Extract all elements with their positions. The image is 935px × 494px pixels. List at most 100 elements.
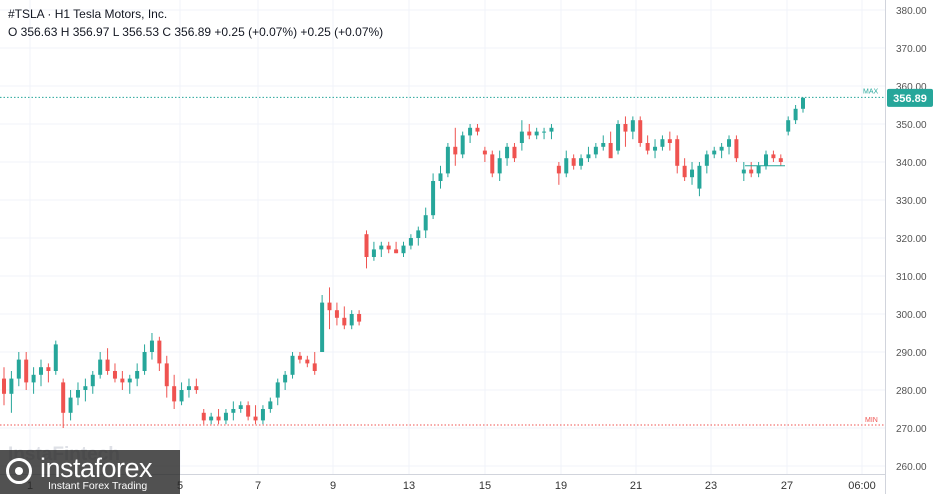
chart-grid	[0, 0, 885, 474]
candle-body	[586, 154, 591, 159]
watermark-brand: instaforex	[40, 453, 153, 483]
candle-body	[490, 154, 495, 174]
candle-body	[68, 397, 73, 413]
candle-body	[482, 150, 487, 155]
candle-body	[9, 378, 14, 394]
candle-body	[46, 367, 51, 371]
price-axis: 260.00 270.00 280.00 290.00 300.00 310.00 320.…	[885, 0, 935, 494]
candle-body	[61, 382, 66, 413]
candle-body	[556, 165, 561, 174]
candle-body	[519, 131, 524, 143]
candle-body	[16, 359, 21, 379]
instaforex-logo-icon	[6, 458, 32, 484]
price-tick-label: 360.00	[896, 82, 927, 93]
candle-body	[371, 249, 376, 257]
candle-body	[630, 120, 635, 132]
max-label: MAX	[863, 88, 879, 95]
candle-body	[512, 146, 517, 159]
time-tick-label: 06:00	[848, 480, 876, 492]
ohlc-readout: O 356.63 H 356.97 L 356.53 C 356.89 +0.2…	[8, 25, 384, 39]
candle-body	[164, 363, 169, 387]
candle-body	[53, 344, 58, 371]
candle-body	[704, 154, 709, 166]
time-tick-label: 21	[630, 480, 642, 492]
candle-body	[645, 143, 650, 151]
candle-body	[327, 302, 332, 311]
price-tick-label: 310.00	[896, 272, 927, 283]
candle-body	[734, 139, 739, 159]
candle-body	[127, 378, 132, 383]
candle-body	[386, 245, 391, 250]
candle-body	[320, 302, 325, 352]
time-tick-label: 23	[705, 480, 717, 492]
price-tick-label: 330.00	[896, 196, 927, 207]
candle-body	[135, 371, 140, 379]
candle-body	[756, 165, 761, 174]
price-tick-label: 280.00	[896, 386, 927, 397]
time-tick-label: 13	[403, 480, 415, 492]
candle-body	[364, 234, 369, 257]
candle-body	[727, 139, 732, 147]
price-tick-label: 380.00	[896, 6, 927, 17]
candle-body	[786, 120, 791, 132]
watermark-tagline: Instant Forex Trading	[48, 480, 148, 492]
candle-body	[186, 386, 191, 390]
candle-body	[31, 374, 36, 383]
symbol-title: #TSLA · H1 Tesla Motors, Inc.	[8, 7, 168, 21]
candle-body	[305, 359, 310, 364]
candle-body	[749, 169, 754, 174]
candle-body	[142, 352, 147, 371]
candle-body	[608, 143, 613, 159]
time-tick-label: 5	[177, 480, 183, 492]
candle-body	[675, 139, 680, 166]
candle-body	[75, 390, 80, 398]
time-tick-label: 9	[330, 480, 336, 492]
candle-body	[149, 340, 154, 352]
candle-body	[394, 249, 399, 254]
candle-body	[349, 314, 354, 326]
candle-body	[379, 245, 384, 250]
candle-body	[2, 378, 6, 394]
last-price-label: 356.89	[893, 93, 927, 105]
candle-body	[438, 173, 443, 181]
candle-body	[260, 409, 265, 421]
price-tick-label: 300.00	[896, 310, 927, 321]
candle-body	[90, 374, 95, 387]
candle-body	[527, 131, 532, 136]
candle-body	[593, 146, 598, 155]
candle-body	[542, 131, 547, 133]
candle-body	[120, 378, 125, 383]
candle-body	[290, 355, 295, 375]
candle-body	[549, 127, 554, 132]
candle-body	[157, 340, 162, 364]
candle-body	[771, 154, 776, 159]
time-tick-label: 15	[479, 480, 491, 492]
candle-body	[231, 409, 236, 413]
candle-body	[682, 165, 687, 178]
candle-body	[741, 169, 746, 174]
candle-body	[401, 245, 406, 254]
candle-body	[408, 238, 413, 246]
candle-body	[505, 146, 510, 159]
candle-body	[194, 386, 199, 390]
candle-body	[579, 158, 584, 166]
candle-body	[801, 97, 805, 109]
candle-body	[475, 127, 480, 132]
candle-body	[423, 215, 428, 231]
last-price-box	[887, 88, 933, 107]
candle-body	[601, 143, 606, 147]
candle-body	[623, 124, 628, 132]
candle-body	[246, 405, 251, 417]
candle-body	[778, 158, 783, 162]
candle-body	[201, 412, 206, 421]
candle-body	[793, 108, 798, 121]
candle-body	[105, 359, 110, 371]
candle-body	[24, 359, 29, 383]
candle-body	[238, 405, 243, 409]
candle-body	[38, 367, 43, 375]
time-tick-label: 27	[781, 480, 793, 492]
candle-body	[497, 158, 502, 174]
candle-body	[660, 139, 665, 147]
price-axis-bg	[885, 0, 935, 494]
